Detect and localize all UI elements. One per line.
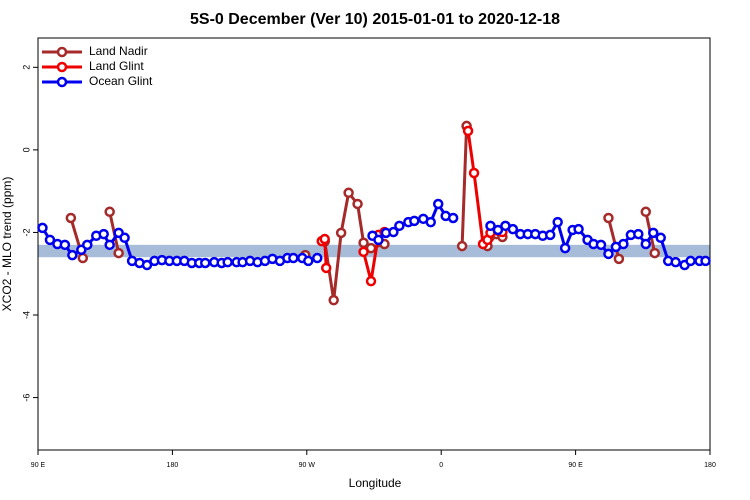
data-point [670, 256, 681, 268]
data-point [603, 212, 614, 224]
data-point [432, 198, 444, 210]
y-tick-label: -4 [21, 311, 31, 319]
data-point [141, 259, 153, 271]
y-tick-label: 2 [21, 65, 31, 70]
data-point [544, 229, 556, 241]
data-point [320, 262, 332, 274]
data-point [365, 275, 377, 287]
data-point [485, 220, 496, 232]
data-point [44, 234, 56, 246]
data-point [394, 220, 405, 232]
x-tick-label: 180 [167, 462, 179, 469]
data-point [77, 252, 89, 264]
x-tick-label: 90 E [31, 462, 46, 469]
x-tick-label: 90 E [568, 462, 583, 469]
legend-marker [56, 46, 68, 58]
data-point [98, 228, 109, 240]
y-axis-label: XCO2 - MLO trend (ppm) [0, 177, 14, 312]
legend-marker [56, 76, 68, 88]
data-point [303, 255, 314, 267]
x-axis-label: Longitude [349, 476, 402, 490]
data-point [67, 249, 78, 261]
data-point [82, 239, 93, 251]
y-tick-label: -6 [21, 394, 31, 402]
data-point [640, 206, 652, 218]
y-tick-label: -2 [21, 228, 31, 236]
y-tick-label: 0 [21, 147, 31, 152]
data-point [409, 215, 420, 227]
data-point [552, 216, 563, 228]
data-point [468, 167, 480, 179]
x-tick-label: 90 W [299, 462, 316, 469]
legend-label: Ocean Glint [89, 74, 153, 88]
series-line [460, 125, 469, 247]
data-point [288, 252, 299, 264]
data-point [595, 239, 607, 251]
x-tick-label: 0 [439, 462, 443, 469]
data-point [335, 227, 347, 239]
plot-frame [37, 37, 711, 451]
data-point [456, 240, 468, 252]
data-point [603, 248, 614, 260]
data-point [613, 253, 625, 265]
data-point [573, 223, 584, 235]
data-point [649, 247, 660, 259]
data-point [373, 234, 384, 246]
data-point [222, 256, 233, 268]
data-point [104, 206, 115, 218]
data-point [685, 255, 696, 267]
data-point [633, 228, 644, 240]
data-point [200, 257, 211, 269]
data-point [507, 223, 519, 235]
data-point [312, 252, 323, 264]
chart-title: 5S-0 December (Ver 10) 2015-01-01 to 202… [190, 11, 560, 28]
data-point [37, 222, 48, 234]
data-point [319, 233, 330, 245]
legend-label: Land Glint [89, 59, 144, 73]
data-point [119, 232, 130, 244]
data-point [462, 125, 474, 137]
data-point [59, 239, 71, 251]
data-point [648, 227, 659, 239]
series-line [606, 217, 621, 260]
legend-label: Land Nadir [89, 44, 148, 58]
data-point [65, 212, 77, 224]
data-point [352, 198, 363, 210]
data-point [425, 216, 436, 228]
x-tick-label: 180 [704, 462, 716, 469]
data-point [618, 238, 629, 250]
data-point [655, 232, 666, 244]
data-point [640, 238, 652, 250]
data-point [328, 294, 339, 306]
data-point [700, 255, 711, 267]
data-point [358, 246, 369, 258]
data-point [388, 226, 399, 238]
data-point [447, 212, 459, 224]
data-point [559, 242, 571, 254]
data-point [104, 239, 115, 251]
data-point [358, 237, 369, 249]
data-point [343, 187, 354, 199]
data-point [492, 224, 504, 236]
legend-marker [56, 61, 68, 73]
data-point [113, 247, 124, 259]
